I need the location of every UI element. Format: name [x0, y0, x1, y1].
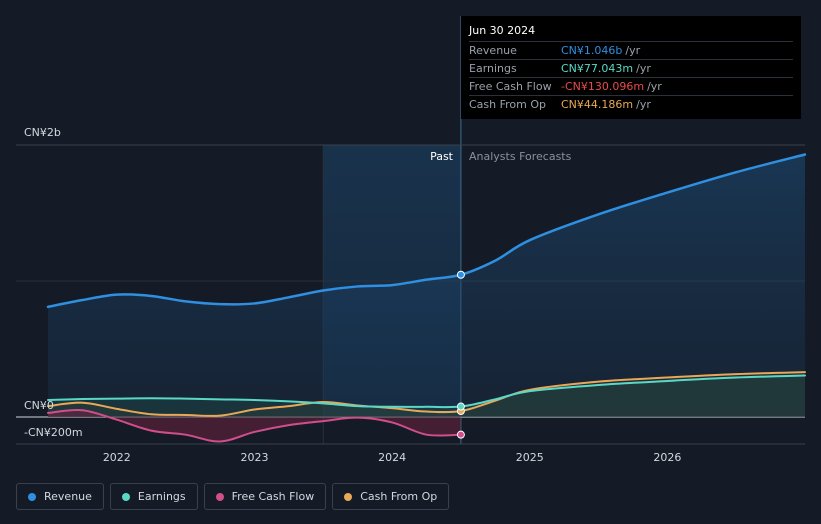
- legend-dot-icon: [344, 492, 353, 501]
- tooltip-panel: Jun 30 2024 Revenue CN¥1.046b /yr Earnin…: [461, 16, 801, 119]
- legend-item-revenue[interactable]: Revenue: [16, 483, 104, 510]
- x-tick-2026: 2026: [653, 451, 681, 464]
- past-label: Past: [430, 150, 454, 163]
- legend-dot-icon: [28, 492, 36, 501]
- tooltip-label: Revenue: [469, 44, 517, 57]
- free-cash-flow-line: [47, 408, 462, 443]
- revenue-line: [46, 153, 807, 309]
- legend-dot-icon: [121, 492, 130, 501]
- tooltip-row-revenue: Revenue CN¥1.046b /yr: [469, 41, 793, 59]
- y-label-top: CN¥2b: [24, 126, 61, 139]
- data-points: [456, 270, 465, 439]
- tooltip-label: Earnings: [469, 62, 517, 75]
- legend-label: Earnings: [137, 490, 186, 503]
- tooltip-unit: /yr: [625, 44, 641, 57]
- tooltip-unit: /yr: [636, 98, 651, 111]
- legend-label: Cash From Op: [360, 490, 438, 503]
- x-tick-2022: 2022: [103, 451, 131, 464]
- y-label-zero: CN¥0: [24, 399, 54, 412]
- legend: Revenue Earnings Free Cash Flow Cash Fro…: [16, 483, 450, 510]
- tooltip-date: Jun 30 2024: [469, 24, 536, 37]
- axis-labels: CN¥2b CN¥0 -CN¥200m Past Analysts Foreca…: [24, 126, 572, 439]
- legend-item-cash-from-op[interactable]: Cash From Op: [332, 483, 450, 510]
- tooltip-unit: /yr: [636, 62, 651, 75]
- x-tick-2024: 2024: [378, 451, 406, 464]
- x-tick-2023: 2023: [240, 451, 268, 464]
- tooltip-label: Free Cash Flow: [469, 80, 552, 93]
- series-fills: [48, 154, 805, 442]
- revenue-point: [456, 270, 465, 279]
- legend-item-earnings[interactable]: Earnings: [109, 483, 198, 510]
- earnings-point: [456, 402, 465, 411]
- free-cash-flow-area: [48, 409, 461, 442]
- tooltip-value: CN¥44.186m: [561, 98, 634, 111]
- tooltip-row-earnings: Earnings CN¥77.043m /yr: [469, 59, 793, 77]
- revenue-area: [48, 154, 805, 417]
- tooltip-unit: /yr: [647, 80, 662, 93]
- tooltip-value: CN¥77.043m: [561, 62, 634, 75]
- legend-label: Free Cash Flow: [231, 490, 315, 503]
- earnings-line: [47, 374, 806, 409]
- tooltip-label: Cash From Op: [469, 98, 547, 111]
- legend-dot-icon: [215, 492, 224, 501]
- x-tick-2025: 2025: [516, 451, 544, 464]
- forecast-label: Analysts Forecasts: [469, 150, 572, 163]
- legend-label: Revenue: [44, 490, 92, 503]
- tooltip-value: CN¥1.046b: [561, 44, 623, 57]
- tooltip-value: -CN¥130.096m: [561, 80, 645, 93]
- x-axis-ticks: 2022 2023 2024 2025 2026: [103, 451, 682, 464]
- legend-item-free-cash-flow[interactable]: Free Cash Flow: [203, 483, 327, 510]
- series-lines: [46, 153, 807, 443]
- tooltip-row-cash-from-op: Cash From Op CN¥44.186m /yr: [469, 95, 793, 113]
- earnings-area: [48, 375, 805, 417]
- y-label-bottom: -CN¥200m: [24, 426, 83, 439]
- tooltip-row-free-cash-flow: Free Cash Flow -CN¥130.096m /yr: [469, 77, 793, 95]
- free-cash-flow-point: [456, 430, 465, 439]
